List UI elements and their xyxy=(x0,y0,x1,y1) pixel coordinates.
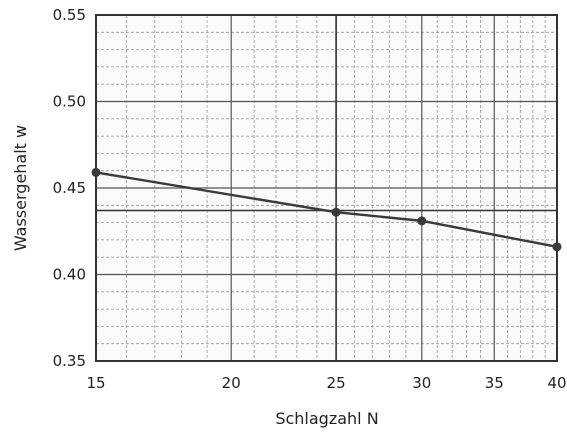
x-tick-label: 35 xyxy=(485,374,504,392)
y-axis-label: Wassergehalt w xyxy=(11,125,30,251)
x-tick-label: 25 xyxy=(327,374,346,392)
data-point xyxy=(552,242,562,252)
y-tick-label: 0.55 xyxy=(53,6,86,24)
data-point xyxy=(417,216,427,226)
x-tick-label: 15 xyxy=(86,374,105,392)
series-line xyxy=(95,171,558,248)
plot-frame xyxy=(95,14,558,362)
x-tick-label: 40 xyxy=(547,374,566,392)
x-tick-label: 20 xyxy=(222,374,241,392)
y-tick-label: 0.40 xyxy=(53,266,86,284)
x-tick-labels: 15 20 25 30 35 40 xyxy=(86,374,566,392)
data-point xyxy=(331,207,341,217)
y-tick-label: 0.35 xyxy=(53,352,86,370)
y-tick-labels: 0.35 0.40 0.45 0.50 0.55 xyxy=(53,6,86,370)
x-tick-label: 30 xyxy=(412,374,431,392)
data-point xyxy=(91,167,101,177)
y-tick-label: 0.45 xyxy=(53,179,86,197)
x-axis-label: Schlagzahl N xyxy=(275,409,378,428)
y-tick-label: 0.50 xyxy=(53,93,86,111)
series-group xyxy=(91,167,562,252)
